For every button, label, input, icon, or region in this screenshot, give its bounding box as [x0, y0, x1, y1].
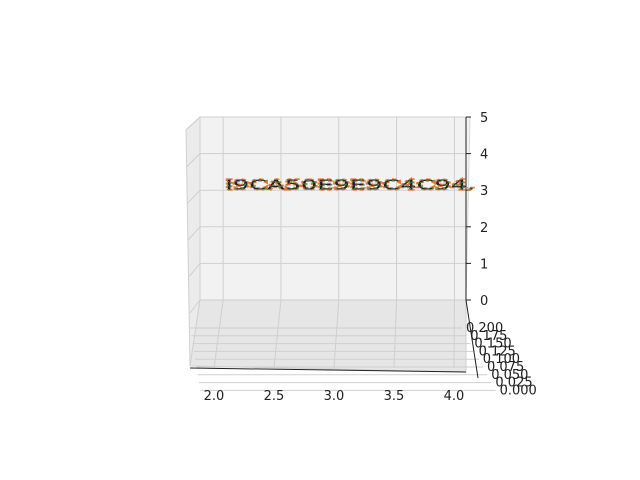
y-axis-line [465, 299, 479, 379]
z-left-grid-line [186, 153, 201, 167]
y-tick-label: 0.150 [474, 337, 511, 352]
y-tick-label: 0.000 [500, 383, 537, 398]
z-left-grid-line [187, 189, 201, 204]
curve-path: I9CA50E9E9C4C94. [225, 179, 475, 194]
y-tick-label: 0.125 [479, 344, 516, 359]
z-tick-label: 0 [480, 294, 488, 309]
y-tick-label: 0.050 [491, 368, 528, 383]
z-left-grid-line [188, 226, 201, 241]
z-tick-label: 2 [480, 221, 488, 236]
z-tick-label: 1 [480, 257, 488, 272]
y-tick-label: 0.025 [495, 376, 532, 391]
x-tick-label: 3.5 [384, 389, 405, 404]
x-floor-grid-line [333, 299, 340, 369]
y-tick-label: 0.175 [470, 329, 507, 344]
z-tick-label: 3 [480, 184, 488, 199]
x-axis-line [189, 367, 467, 373]
tick-labels: 2.0 2.5 3.0 3.5 4.0 0 1 2 3 4 5 0.2000.1750.1500.12… [204, 111, 537, 404]
z-left-grid-line [185, 116, 201, 131]
y-tick-label: 0.200 [466, 321, 503, 336]
x-floor-grid-line [393, 299, 398, 369]
z-tick-label: 5 [480, 111, 488, 126]
z-tick-label: 4 [480, 148, 488, 163]
curve-markers: I9CA50E9E9C4C94. [225, 179, 475, 194]
x-floor-grid-line [273, 299, 282, 369]
z-left-grid-line [188, 263, 201, 277]
x-tick-label: 3.0 [324, 389, 345, 404]
x-floor-grid-line [213, 299, 224, 369]
x-tick-label: 2.0 [204, 389, 225, 404]
grid-lines [185, 116, 496, 391]
x-tick-label: 4.0 [444, 389, 465, 404]
data-curve: I9CA50E9E9C4C94.I9CA50E9E9C4C94. [224, 177, 476, 194]
y-tick-label: 0.075 [487, 360, 524, 375]
back-pane [199, 116, 471, 301]
y-tick-label: 0.100 [483, 352, 520, 367]
x-tick-label: 2.5 [264, 389, 285, 404]
z-left-grid-line [189, 299, 201, 314]
axes [189, 116, 479, 379]
